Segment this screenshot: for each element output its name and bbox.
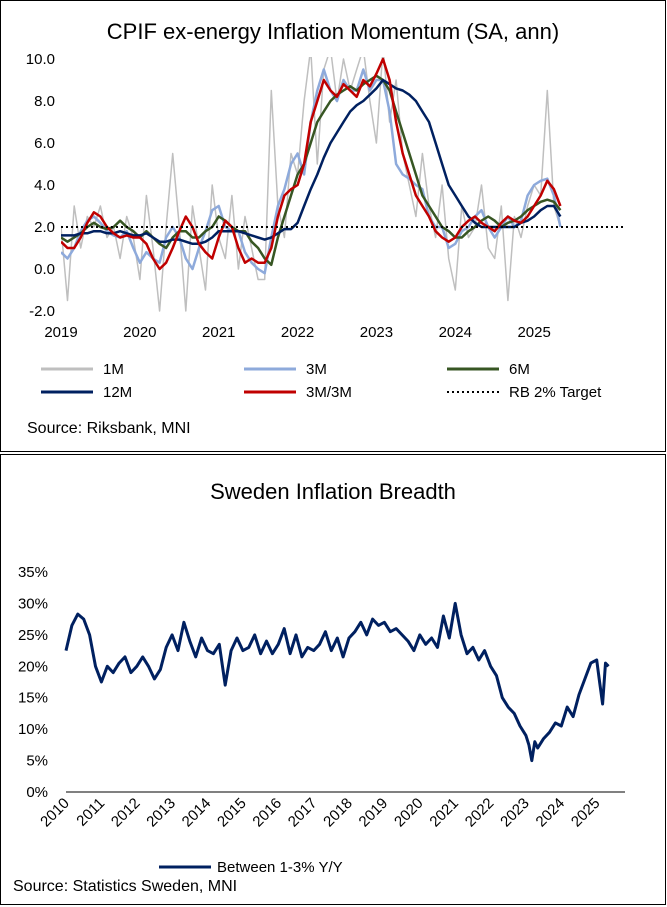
- x-tick-label: 2013: [143, 795, 179, 831]
- x-tick-label: 2020: [123, 324, 156, 341]
- y-tick-label: 30%: [18, 595, 48, 612]
- y-tick-label: 20%: [18, 658, 48, 675]
- x-tick-label: 2021: [202, 324, 235, 341]
- legend-label: Between 1-3% Y/Y: [217, 859, 343, 876]
- inflation-momentum-panel: CPIF ex-energy Inflation Momentum (SA, a…: [0, 0, 666, 452]
- chart-legend: 1M 3M 6M 12M 3M/3M RB 2% Target: [41, 361, 602, 401]
- y-tick-label: 0.0: [34, 261, 55, 278]
- x-tick-label: 2025: [568, 795, 604, 831]
- x-tick-label: 2018: [320, 795, 356, 831]
- series-line-3m3m: [61, 57, 562, 271]
- x-tick-label: 2024: [439, 324, 472, 341]
- inflation-breadth-chart: Sweden Inflation Breadth 35% 30% 25% 20% 15%…: [13, 479, 625, 895]
- x-tick-label: 2011: [73, 795, 108, 830]
- legend-label: 3M/3M: [306, 384, 352, 401]
- legend-label: 1M: [103, 361, 124, 378]
- y-tick-label: 8.0: [34, 93, 55, 110]
- y-tick-label: -2.0: [29, 303, 55, 320]
- x-tick-label: 2020: [391, 795, 427, 831]
- x-tick-label: 2022: [462, 795, 498, 831]
- source-note: Source: Riksbank, MNI: [27, 420, 191, 437]
- chart-title: Sweden Inflation Breadth: [210, 479, 456, 504]
- chart-title: CPIF ex-energy Inflation Momentum (SA, a…: [107, 19, 559, 44]
- x-tick-label: 2023: [360, 324, 393, 341]
- chart-legend: Between 1-3% Y/Y: [159, 859, 343, 876]
- source-note: Source: Statistics Sweden, MNI: [13, 878, 237, 895]
- y-tick-label: 10%: [18, 721, 48, 738]
- x-tick-label: 2023: [497, 795, 533, 831]
- x-tick-label: 2019: [356, 795, 392, 831]
- x-tick-label: 2014: [179, 795, 215, 831]
- legend-label: 6M: [509, 361, 530, 378]
- x-tick-label: 2019: [44, 324, 77, 341]
- x-tick-label: 2017: [285, 795, 321, 831]
- x-tick-label: 2025: [517, 324, 550, 341]
- legend-label: RB 2% Target: [509, 384, 602, 401]
- y-tick-label: 5%: [26, 753, 48, 770]
- inflation-momentum-chart: CPIF ex-energy Inflation Momentum (SA, a…: [26, 19, 623, 437]
- series-line-1m: [61, 57, 562, 312]
- x-tick-label: 2022: [281, 324, 314, 341]
- y-tick-label: 25%: [18, 627, 48, 644]
- series-line-3m: [61, 68, 562, 275]
- y-tick-label: 6.0: [34, 135, 55, 152]
- x-tick-label: 2021: [426, 795, 462, 831]
- legend-label: 12M: [103, 384, 132, 401]
- x-tick-label: 2024: [533, 795, 569, 831]
- y-tick-label: 0%: [26, 784, 48, 801]
- series-line-12m: [61, 78, 562, 246]
- x-tick-label: 2016: [249, 795, 285, 831]
- y-tick-label: 4.0: [34, 177, 55, 194]
- y-tick-label: 35%: [18, 564, 48, 581]
- y-tick-label: 15%: [18, 690, 48, 707]
- series-line-breadth: [64, 601, 610, 763]
- x-tick-label: 2012: [108, 795, 144, 831]
- legend-label: 3M: [306, 361, 327, 378]
- y-tick-label: 2.0: [34, 219, 55, 236]
- x-tick-label: 2015: [214, 795, 250, 831]
- inflation-breadth-panel: Sweden Inflation Breadth 35% 30% 25% 20% 15%…: [0, 454, 666, 905]
- y-tick-label: 10.0: [26, 51, 55, 68]
